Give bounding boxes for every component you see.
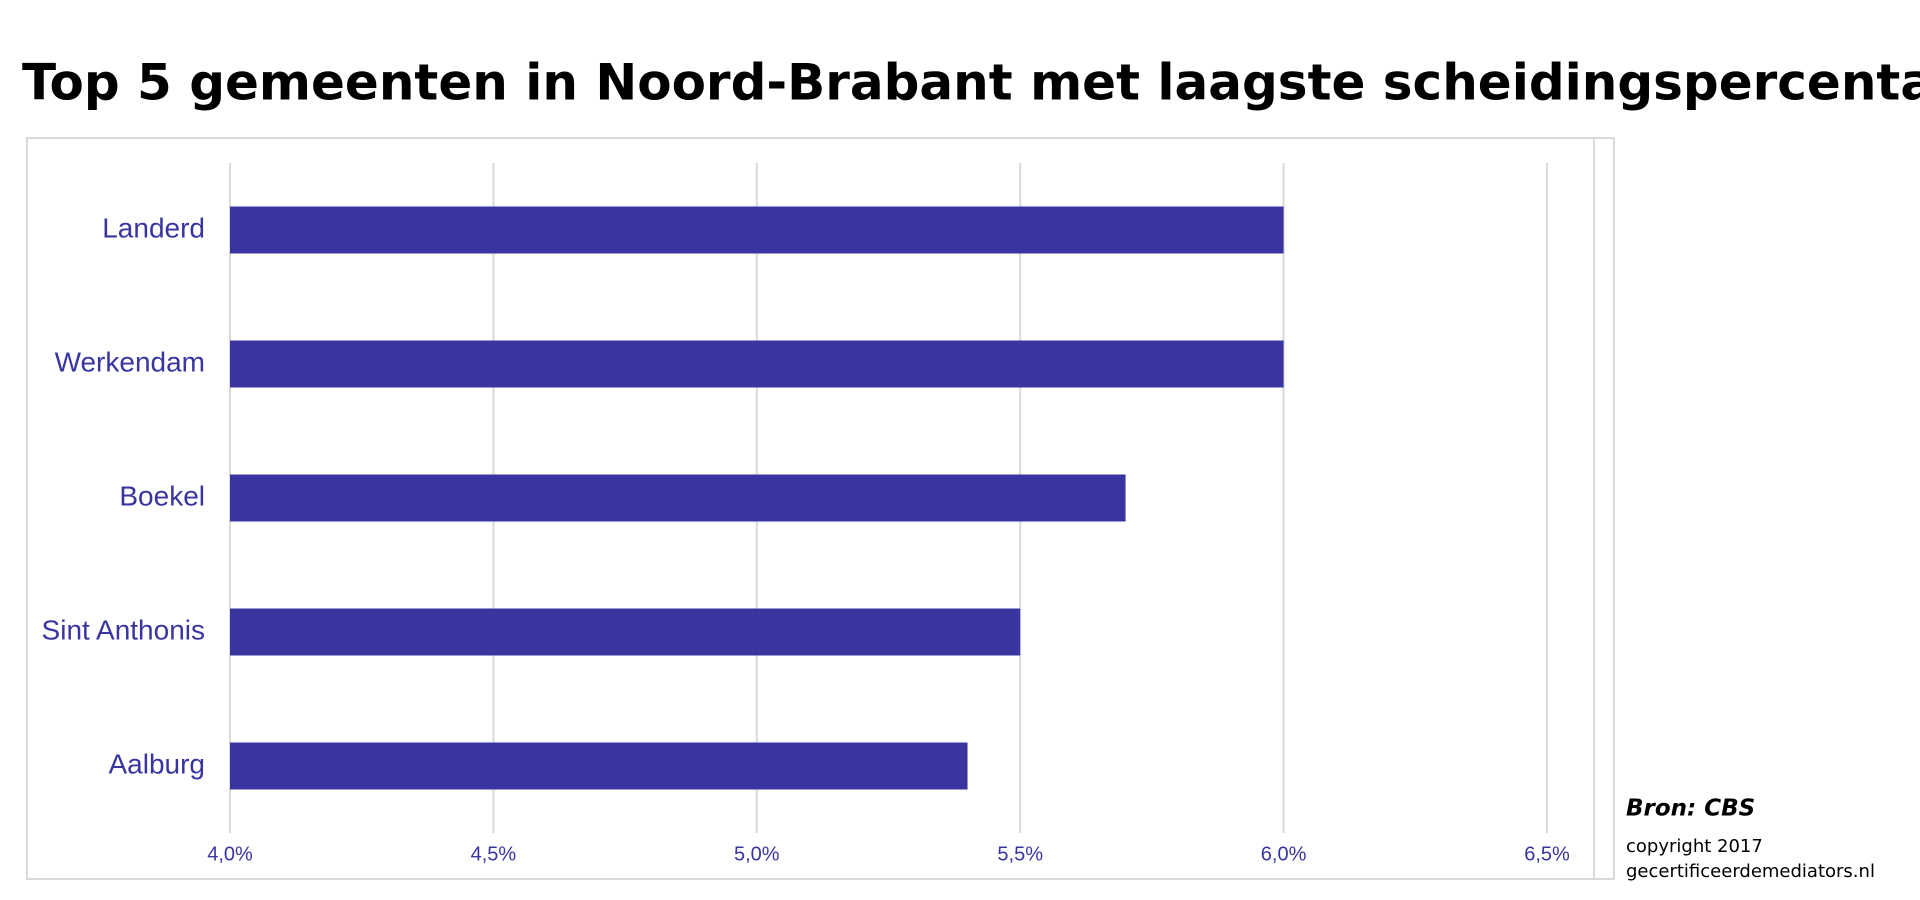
y-tick-label: Landerd	[102, 212, 205, 243]
x-tick-label: 4,5%	[471, 843, 517, 865]
y-tick-label: Werkendam	[55, 346, 205, 377]
y-tick-label: Boekel	[119, 480, 205, 511]
y-tick-label: Sint Anthonis	[42, 614, 205, 645]
x-tick-label: 5,5%	[997, 843, 1043, 865]
website: gecertificeerdemediators.nl	[1626, 861, 1875, 882]
bar	[230, 206, 1284, 254]
x-tick-label: 5,0%	[734, 843, 780, 865]
copyright: copyright 2017	[1626, 836, 1763, 857]
bar	[230, 340, 1284, 388]
y-tick-label: Aalburg	[108, 748, 205, 779]
bar	[230, 474, 1126, 522]
x-tick-label: 6,0%	[1261, 843, 1307, 865]
source: Bron: CBS	[1626, 796, 1755, 822]
x-tick-label: 6,5%	[1524, 843, 1570, 865]
bar	[230, 608, 1021, 656]
chart-title: Top 5 gemeenten in Noord-Brabant met laa…	[22, 54, 1920, 112]
x-tick-label: 4,0%	[207, 843, 253, 865]
bar	[230, 742, 968, 790]
chart-frame	[26, 137, 1595, 880]
